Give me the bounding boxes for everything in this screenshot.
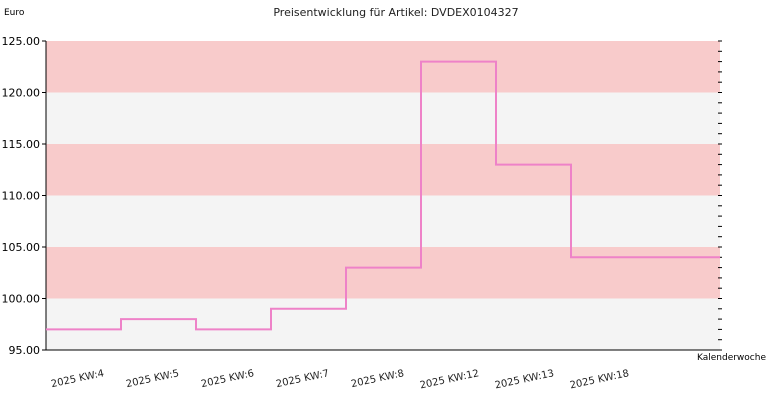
y-tick-label: 95.00 <box>9 344 41 357</box>
background-band <box>46 41 720 93</box>
x-axis-label: Kalenderwoche <box>697 353 766 363</box>
x-tick-label: 2025 KW:12 <box>419 368 480 391</box>
x-tick-labels: 2025 KW:4 2025 KW:5 2025 KW:6 2025 KW:7 2025… <box>50 368 630 391</box>
y-tick-label: 125.00 <box>2 35 41 48</box>
background-band <box>46 298 720 350</box>
y-tick-label: 105.00 <box>2 241 41 254</box>
right-minor-ticks <box>718 40 722 351</box>
y-tick-label: 115.00 <box>2 138 41 151</box>
x-tick-label: 2025 KW:7 <box>275 368 330 390</box>
x-tick-label: 2025 KW:4 <box>50 368 105 390</box>
x-tick-label: 2025 KW:5 <box>125 368 180 390</box>
y-tick-label: 100.00 <box>2 293 41 306</box>
background-band <box>46 247 720 299</box>
x-tick-label: 2025 KW:13 <box>494 368 555 391</box>
background-band <box>46 195 720 247</box>
background-band <box>46 144 720 196</box>
y-tick-label: 120.00 <box>2 87 41 100</box>
chart-title: Preisentwicklung für Artikel: DVDEX01043… <box>273 6 518 19</box>
y-axis-label: Euro <box>4 8 25 18</box>
background-bands <box>46 41 720 350</box>
background-band <box>46 92 720 144</box>
price-series-line <box>46 60 720 331</box>
x-tick-label: 2025 KW:6 <box>200 368 255 390</box>
y-tick-labels: 95.00 100.00 105.00 110.00 115.00 120.00 125.0… <box>2 35 46 357</box>
x-tick-label: 2025 KW:18 <box>569 368 630 391</box>
x-tick-label: 2025 KW:8 <box>350 368 405 390</box>
y-tick-label: 110.00 <box>2 190 41 203</box>
